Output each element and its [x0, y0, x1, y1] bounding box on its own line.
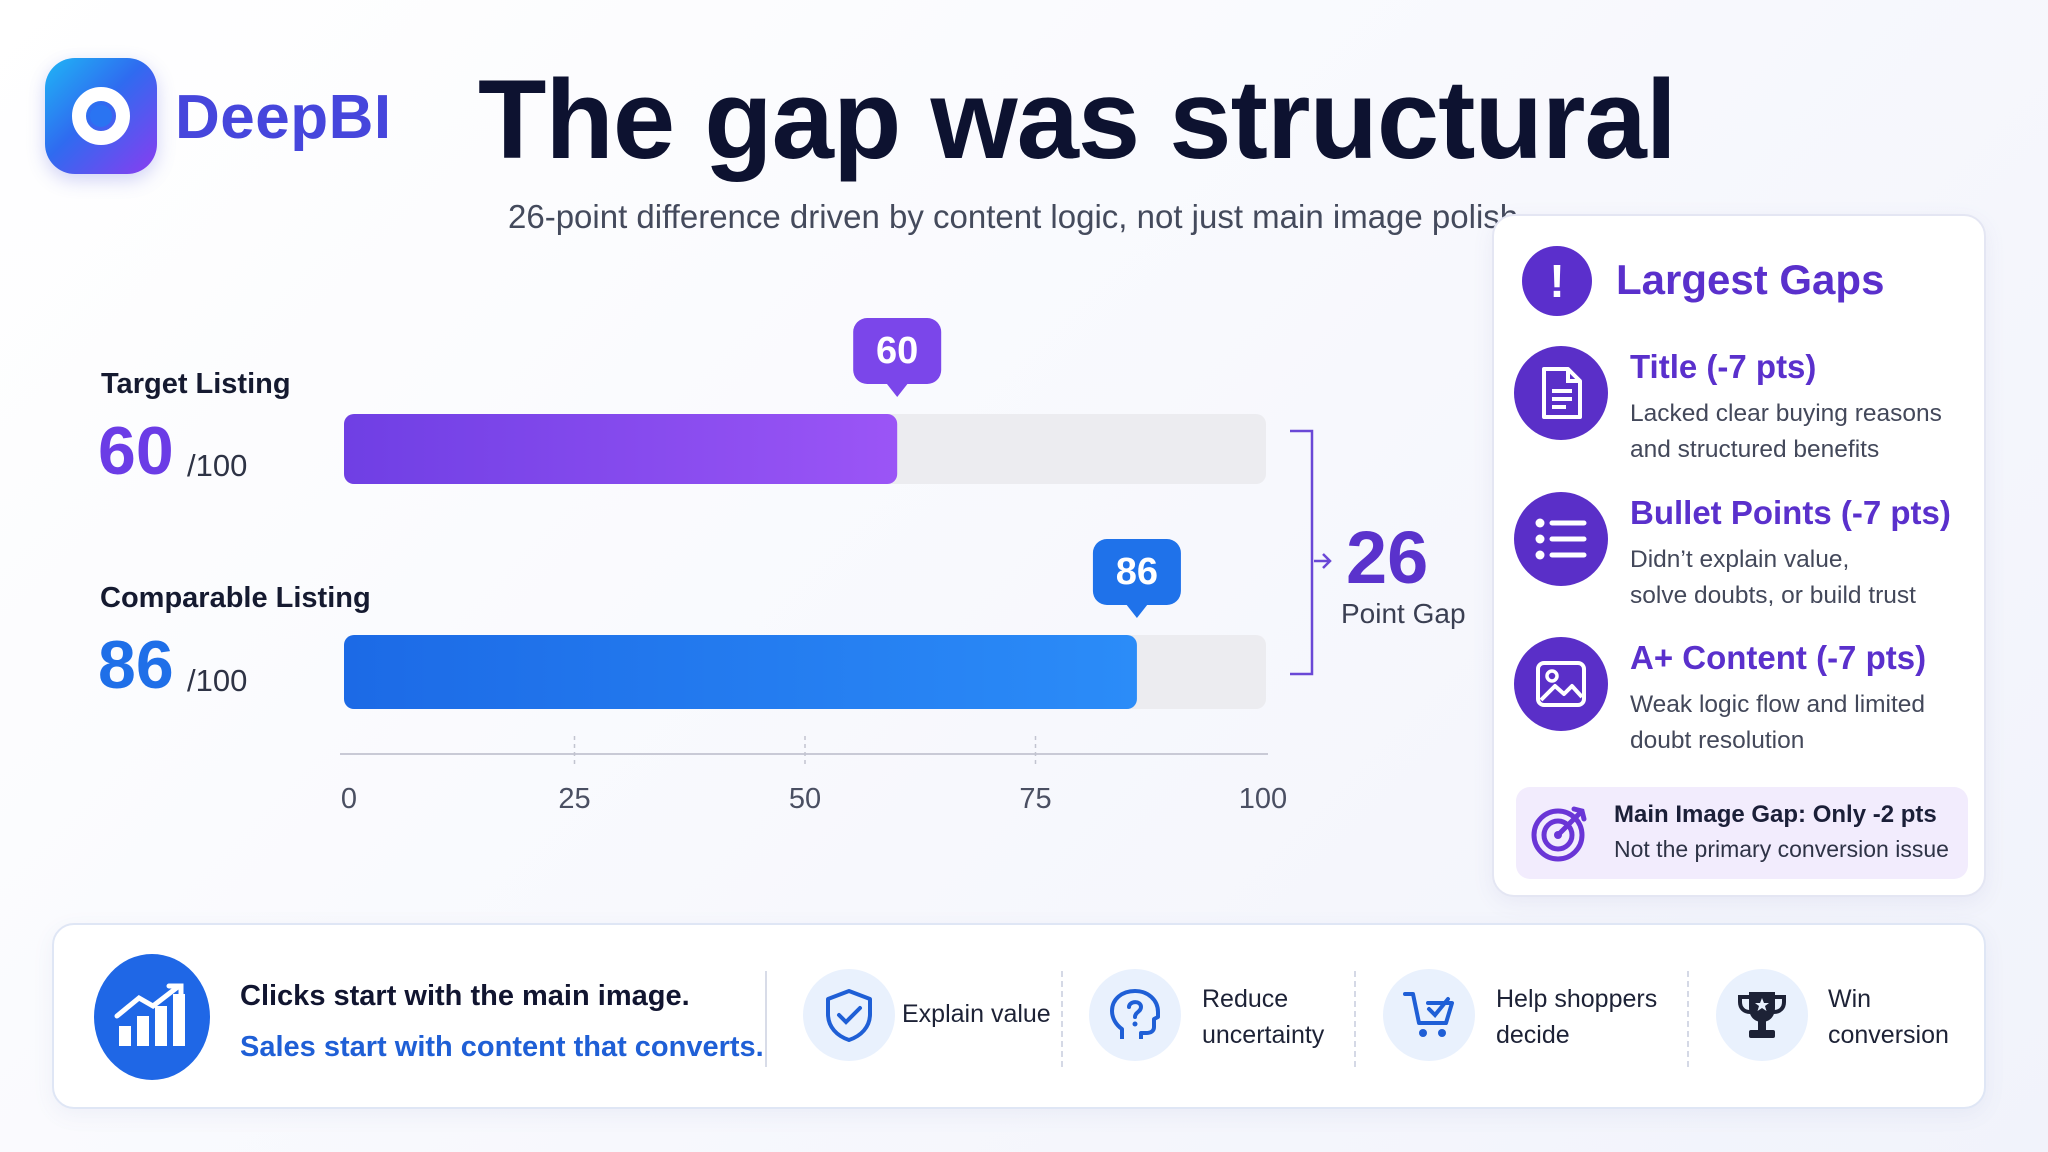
divider — [765, 971, 767, 1067]
gap-item-description: Lacked clear buying reasons and structur… — [1630, 396, 1960, 468]
divider — [1687, 971, 1689, 1067]
step-win-conversion: Win conversion — [1828, 981, 1949, 1053]
gap-bracket-arrow — [1314, 553, 1332, 569]
banner-line-1: Clicks start with the main image. — [240, 980, 690, 1012]
gap-item-title: Title (-7 pts) Lacked clear buying reaso… — [1514, 346, 1974, 476]
target-icon — [1530, 803, 1590, 863]
head-question-icon — [1089, 969, 1181, 1061]
target-score-denominator: /100 — [187, 448, 248, 483]
logo-dot — [90, 105, 112, 127]
gap-desc-line: solve doubts, or build trust — [1630, 582, 1916, 609]
bar — [344, 635, 1137, 709]
x-tick-label: 25 — [558, 783, 590, 815]
exclamation-icon: ! — [1522, 246, 1592, 316]
bar-value-bubble: 60 — [853, 318, 942, 397]
step-label-line: Win — [1828, 985, 1872, 1013]
gap-desc-line: and structured benefits — [1630, 436, 1880, 463]
x-tick-label: 0 — [341, 783, 357, 815]
step-reduce-uncertainty: Reduce uncertainty — [1202, 981, 1324, 1053]
document-icon — [1514, 346, 1608, 440]
divider — [1354, 971, 1356, 1067]
bar — [344, 414, 898, 484]
gap-item-description: Weak logic flow and limited doubt resolu… — [1630, 687, 1960, 759]
divider — [1061, 971, 1063, 1067]
bar-value-bubble: 86 — [1092, 539, 1181, 618]
gap-item-heading: Title (-7 pts) — [1630, 348, 1817, 385]
bottom-banner: Clicks start with the main image. Sales … — [52, 923, 1986, 1109]
step-explain-value: Explain value — [902, 996, 1051, 1032]
gap-item-bullet-points: Bullet Points (-7 pts) Didn’t explain va… — [1514, 492, 1974, 622]
x-tick-label: 50 — [789, 783, 821, 815]
growth-chart-icon — [94, 954, 210, 1080]
bar-value-label: 60 — [876, 330, 918, 372]
step-label-line: Help shoppers — [1496, 985, 1658, 1013]
gap-desc-line: Weak logic flow and limited — [1630, 691, 1926, 718]
gap-desc-line: Lacked clear buying reasons — [1630, 400, 1942, 427]
comparable-score-denominator: /100 — [187, 663, 248, 698]
page-title: The gap was structural — [478, 57, 1677, 182]
comparable-score: 86 — [98, 627, 174, 703]
trophy-icon — [1716, 969, 1808, 1061]
step-help-shoppers-decide: Help shoppers decide — [1496, 981, 1657, 1053]
gap-desc-line: Didn’t explain value, — [1630, 546, 1850, 573]
point-gap-value: 26 — [1346, 516, 1429, 599]
target-listing-label: Target Listing — [101, 368, 291, 400]
largest-gaps-title: Largest Gaps — [1616, 256, 1885, 303]
point-gap-label: Point Gap — [1341, 598, 1466, 629]
page-subtitle: 26-point difference driven by content lo… — [508, 198, 1519, 235]
note-subtitle: Not the primary conversion issue — [1614, 836, 1949, 862]
note-title: Main Image Gap: Only -2 pts — [1614, 801, 1937, 828]
comparable-listing-label: Comparable Listing — [100, 582, 371, 614]
x-tick-label: 100 — [1239, 783, 1287, 815]
target-score: 60 — [98, 413, 174, 489]
gap-item-a-plus-content: A+ Content (-7 pts) Weak logic flow and … — [1514, 637, 1974, 767]
shield-check-icon — [803, 969, 895, 1061]
bar-track — [344, 414, 1266, 484]
x-tick-label: 75 — [1019, 783, 1051, 815]
brand-name: DeepBI — [175, 83, 392, 152]
image-icon — [1514, 637, 1608, 731]
step-label-line: Explain value — [902, 1000, 1051, 1028]
bar-value-label: 86 — [1116, 551, 1158, 593]
largest-gaps-card: ! Largest Gaps Title (-7 pts) Lacked cle… — [1492, 214, 1986, 897]
deepbi-logo — [45, 58, 157, 174]
gap-desc-line: doubt resolution — [1630, 727, 1805, 754]
step-label-line: uncertainty — [1202, 1021, 1325, 1049]
step-label-line: decide — [1496, 1021, 1570, 1049]
gap-item-heading: A+ Content (-7 pts) — [1630, 639, 1927, 676]
gap-bracket — [1290, 429, 1314, 676]
step-label-line: Reduce — [1202, 985, 1289, 1013]
main-image-gap-note: Main Image Gap: Only -2 pts Not the prim… — [1516, 787, 1968, 879]
gap-item-description: Didn’t explain value, solve doubts, or b… — [1630, 542, 1960, 614]
cart-check-icon — [1383, 969, 1475, 1061]
list-icon — [1514, 492, 1608, 586]
banner-line-2: Sales start with content that converts. — [240, 1031, 764, 1063]
gap-item-heading: Bullet Points (-7 pts) — [1630, 494, 1951, 531]
step-label-line: conversion — [1828, 1021, 1949, 1049]
bar-track — [344, 635, 1266, 709]
